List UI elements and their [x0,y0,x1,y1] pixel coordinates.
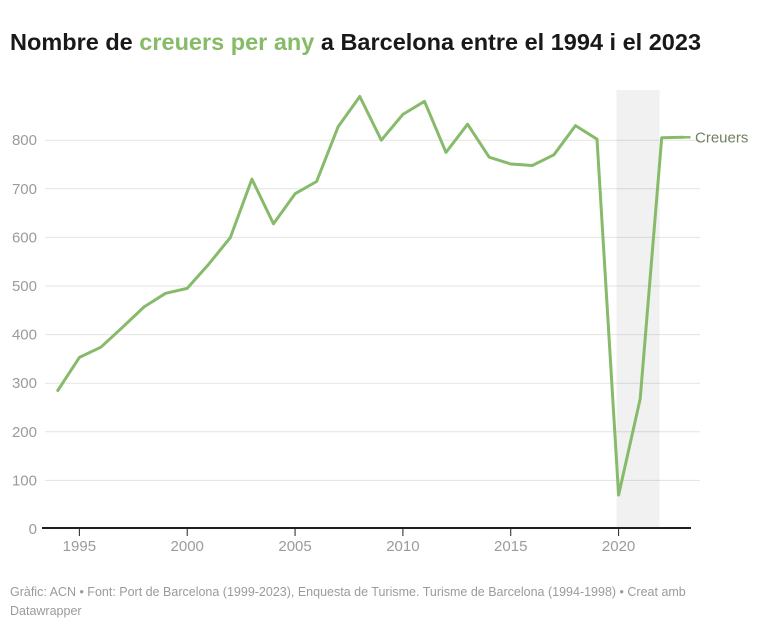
y-tick-label: 500 [12,278,37,295]
highlight-band-pandemic [616,90,660,529]
x-tick-label: 1995 [63,538,96,555]
chart-title: Nombre de creuers per any a Barcelona en… [10,27,724,57]
x-tick-label: 2000 [171,538,204,555]
y-tick-label: 200 [12,424,37,441]
x-tick-label: 2010 [386,538,419,555]
x-tick-label: 2005 [278,538,311,555]
y-tick-label: 0 [29,521,37,538]
x-tick-label: 2015 [494,538,527,555]
y-tick-label: 700 [12,181,37,198]
series-label-creuers: Creuers [695,129,748,146]
y-tick-label: 400 [12,327,37,344]
chart-title-suffix: a Barcelona entre el 1994 i el 2023 [314,28,702,55]
chart-title-highlight: creuers per any [139,28,315,55]
chart-title-prefix: Nombre de [10,28,140,55]
y-tick-label: 100 [12,472,37,489]
chart-attribution: Gràfic: ACN • Font: Port de Barcelona (1… [10,585,686,618]
y-tick-label: 300 [12,375,37,392]
x-tick-label: 2020 [602,538,635,555]
y-tick-label: 800 [12,132,37,149]
series-line-creuers [56,95,685,497]
y-tick-label: 600 [12,229,37,246]
